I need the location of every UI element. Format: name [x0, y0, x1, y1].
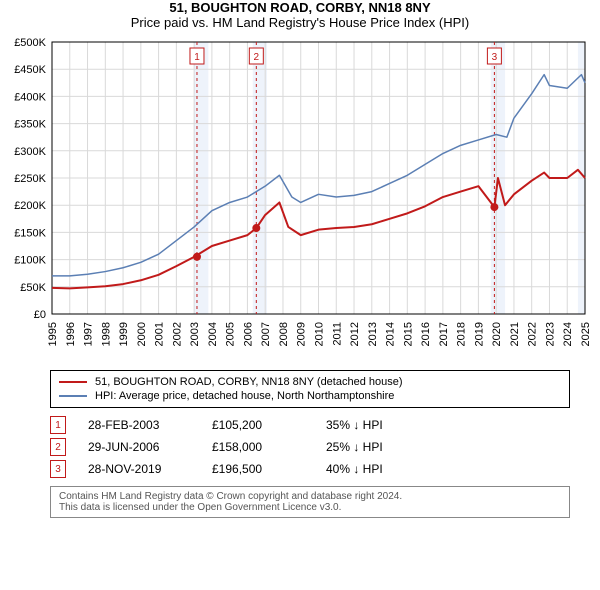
x-tick-label: 2007 [260, 322, 272, 346]
sale-date: 29-JUN-2006 [88, 440, 208, 454]
sale-marker-number: 2 [254, 52, 260, 63]
x-tick-label: 2013 [367, 322, 379, 346]
sale-marker-number: 1 [194, 52, 200, 63]
y-tick-label: £450K [14, 64, 46, 76]
y-tick-label: £400K [14, 91, 46, 103]
x-tick-label: 1997 [83, 322, 95, 346]
footer-line-1: Contains HM Land Registry data © Crown c… [59, 491, 561, 502]
y-tick-label: £350K [14, 119, 46, 131]
sale-date: 28-FEB-2003 [88, 418, 208, 432]
x-tick-label: 2016 [420, 322, 432, 346]
y-tick-label: £500K [14, 37, 46, 49]
sales-table: 1 28-FEB-2003 £105,200 35% ↓ HPI 2 29-JUN-200… [50, 414, 570, 480]
chart-subtitle: Price paid vs. HM Land Registry's House … [0, 15, 600, 30]
x-tick-label: 2004 [207, 322, 219, 346]
sale-delta: 25% ↓ HPI [326, 440, 436, 454]
x-tick-label: 2017 [438, 322, 450, 346]
sale-marker-number: 3 [492, 52, 498, 63]
y-tick-label: £250K [14, 173, 46, 185]
x-tick-label: 1998 [100, 322, 112, 346]
sale-row: 2 29-JUN-2006 £158,000 25% ↓ HPI [50, 436, 570, 458]
sale-price: £105,200 [212, 418, 322, 432]
x-tick-label: 2003 [189, 322, 201, 346]
footer-line-2: This data is licensed under the Open Gov… [59, 502, 561, 513]
y-tick-label: £50K [20, 282, 46, 294]
y-tick-label: £0 [34, 309, 46, 321]
sale-badge: 2 [50, 438, 66, 456]
x-tick-label: 2008 [278, 322, 290, 346]
x-tick-label: 1996 [65, 322, 77, 346]
x-tick-label: 2000 [136, 322, 148, 346]
chart-title: 51, BOUGHTON ROAD, CORBY, NN18 8NY [0, 0, 600, 15]
x-tick-label: 2001 [154, 322, 166, 346]
sale-row: 3 28-NOV-2019 £196,500 40% ↓ HPI [50, 458, 570, 480]
x-tick-label: 2009 [296, 322, 308, 346]
x-tick-label: 2014 [385, 322, 397, 346]
x-tick-label: 2019 [473, 322, 485, 346]
x-tick-label: 2020 [491, 322, 503, 346]
sale-price: £158,000 [212, 440, 322, 454]
y-tick-label: £150K [14, 227, 46, 239]
sale-row: 1 28-FEB-2003 £105,200 35% ↓ HPI [50, 414, 570, 436]
x-tick-label: 2023 [544, 322, 556, 346]
legend: 51, BOUGHTON ROAD, CORBY, NN18 8NY (deta… [50, 370, 570, 408]
y-tick-label: £100K [14, 255, 46, 267]
x-tick-label: 2006 [242, 322, 254, 346]
y-tick-label: £200K [14, 200, 46, 212]
price-chart: £0 £50K £100K £150K £200K £250K £300K £350K £400… [0, 34, 600, 364]
x-tick-label: 2012 [349, 322, 361, 346]
legend-item: HPI: Average price, detached house, Nort… [59, 389, 561, 403]
legend-swatch [59, 395, 87, 397]
sale-price: £196,500 [212, 462, 322, 476]
sale-date: 28-NOV-2019 [88, 462, 208, 476]
x-tick-label: 2015 [402, 322, 414, 346]
x-tick-label: 2002 [171, 322, 183, 346]
chart-container: 51, BOUGHTON ROAD, CORBY, NN18 8NY Price… [0, 0, 600, 590]
legend-swatch [59, 381, 87, 383]
legend-item: 51, BOUGHTON ROAD, CORBY, NN18 8NY (deta… [59, 375, 561, 389]
legend-label: HPI: Average price, detached house, Nort… [95, 390, 394, 402]
sale-delta: 35% ↓ HPI [326, 418, 436, 432]
legend-label: 51, BOUGHTON ROAD, CORBY, NN18 8NY (deta… [95, 376, 403, 388]
sale-delta: 40% ↓ HPI [326, 462, 436, 476]
x-tick-label: 2025 [580, 322, 592, 346]
x-tick-label: 1995 [47, 322, 59, 346]
x-tick-label: 2018 [456, 322, 468, 346]
x-tick-label: 1999 [118, 322, 130, 346]
footer-note: Contains HM Land Registry data © Crown c… [50, 486, 570, 518]
x-tick-label: 2005 [225, 322, 237, 346]
sale-badge: 1 [50, 416, 66, 434]
x-tick-label: 2022 [527, 322, 539, 346]
y-tick-label: £300K [14, 146, 46, 158]
sale-badge: 3 [50, 460, 66, 478]
x-tick-label: 2024 [562, 322, 574, 346]
x-tick-label: 2021 [509, 322, 521, 346]
x-tick-label: 2011 [331, 322, 343, 346]
x-tick-label: 2010 [314, 322, 326, 346]
